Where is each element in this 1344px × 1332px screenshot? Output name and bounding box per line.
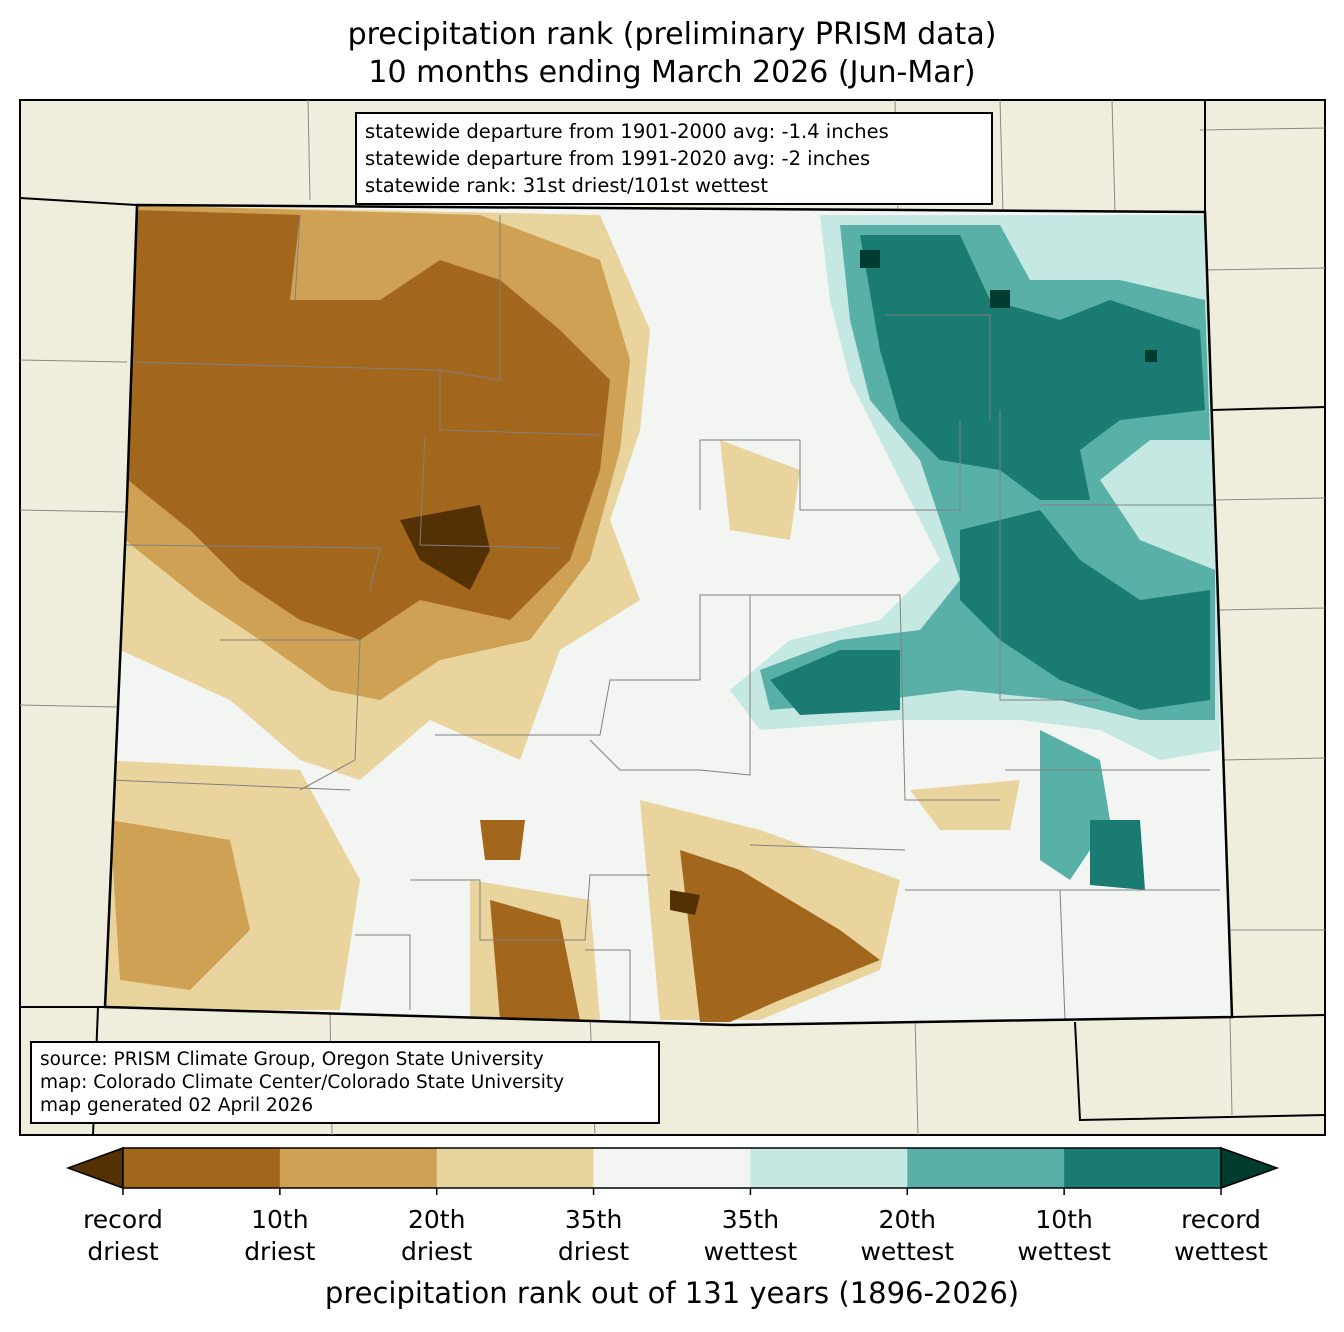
tick-label-line2: wettest [703, 1237, 798, 1266]
credits-box: source: PRISM Climate Group, Oregon Stat… [30, 1041, 660, 1124]
tick-label-line1: 10th [251, 1205, 309, 1234]
colorbar [65, 1146, 1280, 1195]
tick-label-line2: driest [557, 1237, 630, 1266]
colorbar-segment [907, 1148, 1065, 1188]
tick-label-line1: 10th [1035, 1205, 1093, 1234]
credit-map: map: Colorado Climate Center/Colorado St… [40, 1072, 565, 1093]
tick-label-line2: wettest [1017, 1237, 1111, 1266]
colorado-state-border [103, 203, 1234, 1027]
map-title: precipitation rank (preliminary PRISM da… [347, 17, 997, 52]
stats-line-rank: statewide rank: 31st driest/101st wettes… [365, 174, 768, 197]
tick-label-line1: record [1181, 1205, 1261, 1234]
map-subtitle: 10 months ending March 2026 (Jun-Mar) [368, 55, 976, 90]
tick-label-line1: record [83, 1205, 163, 1234]
neighbor-state-borders [19, 100, 1326, 1136]
colorbar-tick-label: record wettest [1141, 1204, 1301, 1268]
colorbar-arrow-record-dry [65, 1146, 124, 1190]
colorbar-tick-label: 20th wettest [827, 1204, 987, 1268]
colorbar-tick-label: 10th driest [200, 1204, 360, 1268]
tick-label-line1: 35th [721, 1205, 780, 1234]
tick-label-line1: 20th [407, 1205, 466, 1234]
tick-label-line2: wettest [860, 1237, 955, 1266]
tick-label-line2: driest [87, 1237, 159, 1266]
colorbar-segment [1064, 1148, 1222, 1188]
precipitation-rank-field [105, 205, 1232, 1025]
statewide-stats-box: statewide departure from 1901-2000 avg: … [355, 112, 993, 205]
colorbar-tick-label: 35th driest [514, 1204, 674, 1268]
colorbar-segment [123, 1148, 281, 1188]
colorbar-segment [279, 1148, 438, 1188]
tick-label-line1: 35th [564, 1205, 623, 1234]
colorbar-tick-label: 10th wettest [984, 1204, 1144, 1268]
tick-label-line2: driest [244, 1237, 316, 1266]
stats-line-1991-2020: statewide departure from 1991-2020 avg: … [365, 147, 871, 170]
credit-generated: map generated 02 April 2026 [40, 1095, 314, 1116]
colorbar-tick-label: record driest [43, 1204, 203, 1268]
tick-label-line1: 20th [878, 1205, 937, 1234]
colorbar-segment [593, 1148, 751, 1188]
credit-source: source: PRISM Climate Group, Oregon Stat… [40, 1049, 544, 1070]
colorbar-segment [436, 1148, 595, 1188]
county-borders [109, 214, 1220, 1025]
colorbar-tick-label: 35th wettest [670, 1204, 830, 1268]
colorbar-arrow-record-wet [1220, 1146, 1280, 1190]
colorbar-tick-label: 20th driest [357, 1204, 517, 1268]
stats-line-1901-2000: statewide departure from 1901-2000 avg: … [365, 120, 889, 143]
colorbar-axis-label: precipitation rank out of 131 years (189… [324, 1276, 1020, 1310]
colorbar-segment [750, 1148, 908, 1188]
tick-label-line2: driest [401, 1237, 473, 1266]
tick-label-line2: wettest [1174, 1237, 1268, 1266]
